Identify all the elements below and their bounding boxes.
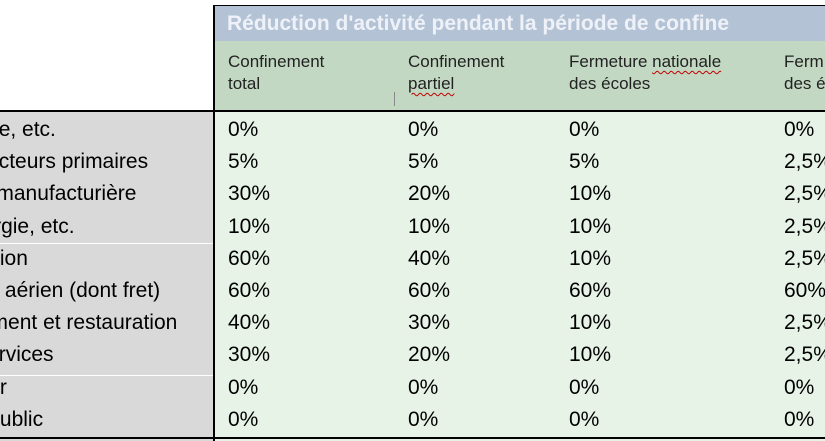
table-cell: 0% xyxy=(228,407,259,431)
table-cell: 10% xyxy=(569,246,612,270)
row-label: Secteur public xyxy=(0,404,213,436)
table-cell: 40% xyxy=(228,311,271,335)
row-label-text: Hébergement et restauration xyxy=(0,311,178,335)
table-cell: 5% xyxy=(569,150,600,174)
table-cell: 0% xyxy=(408,118,439,141)
row-label: Construction xyxy=(0,243,213,275)
table-cell: 2,5% xyxy=(784,182,825,206)
table-cell: 10% xyxy=(408,214,451,238)
table-cell: 2,5% xyxy=(784,311,825,335)
column-header-partial: Confinement partiel xyxy=(408,51,504,95)
table-cell: 0% xyxy=(569,375,600,399)
table-cell: 0% xyxy=(569,118,600,141)
table-cell: 2,5% xyxy=(784,343,825,367)
text-cursor xyxy=(394,92,395,106)
row-label-text: Industrie manufacturière xyxy=(0,182,137,206)
table-cell: 40% xyxy=(408,246,451,270)
row-label: Autres secteurs primaires xyxy=(0,146,213,178)
table-cell: 60% xyxy=(408,279,451,302)
table-cell: 0% xyxy=(784,407,815,431)
column-header-line1: Confinement xyxy=(228,52,325,71)
table-cell: 30% xyxy=(408,311,451,335)
row-label-column xyxy=(0,110,213,441)
table-cell: 10% xyxy=(569,214,612,238)
row-label-text: Eau, énergie, etc. xyxy=(0,214,75,238)
column-header-partial-cut: Ferm des é xyxy=(784,51,825,95)
table-cell: 30% xyxy=(228,182,271,206)
table-cell: 2,5% xyxy=(784,246,825,270)
table-cell: 10% xyxy=(569,182,612,206)
table-cell: 2,5% xyxy=(784,214,825,238)
row-group-separator xyxy=(0,375,213,376)
column-header-line2: total xyxy=(228,74,261,93)
column-header-line2: des é xyxy=(784,74,825,93)
row-label-text: Autres services xyxy=(0,343,54,367)
row-label: Industrie manufacturière xyxy=(0,178,213,210)
row-label-text: Secteur public xyxy=(0,407,44,431)
row-label-text: Immobilier xyxy=(0,375,7,399)
header-border xyxy=(0,110,825,112)
table-body xyxy=(215,111,825,441)
bottom-border xyxy=(0,437,825,439)
row-label-text: Construction xyxy=(0,246,28,270)
top-border xyxy=(213,5,825,6)
table-cell: 30% xyxy=(228,343,271,367)
column-header-line1-text: Fermeture nationale xyxy=(569,52,722,71)
row-label-text: Agriculture, etc. xyxy=(0,118,56,141)
table-cell: 0% xyxy=(784,375,815,399)
table-cell: 5% xyxy=(408,150,439,174)
table-cell: 20% xyxy=(408,343,451,367)
table-cell: 60% xyxy=(228,246,271,270)
column-divider xyxy=(213,5,215,441)
table-cell: 0% xyxy=(228,118,259,141)
table-cell: 0% xyxy=(408,375,439,399)
column-header-line1: Fermeture nationale xyxy=(569,51,721,73)
table-title: Réduction d'activité pendant la période … xyxy=(215,6,825,41)
table-cell: 20% xyxy=(408,182,451,206)
column-header-row xyxy=(215,41,825,110)
table-cell: 2,5% xyxy=(784,150,825,174)
table-cell: 10% xyxy=(569,311,612,335)
column-header-line1: Ferm xyxy=(784,52,824,71)
column-header-schools: Fermeture nationale des écoles xyxy=(569,51,721,95)
table-cell: 0% xyxy=(784,118,815,141)
row-label: Transport aérien (dont fret) xyxy=(0,275,213,307)
table-cell: 5% xyxy=(228,150,259,174)
row-label: Hébergement et restauration xyxy=(0,307,213,339)
column-header-line2: partiel xyxy=(408,74,455,93)
row-group-separator xyxy=(0,243,213,244)
table-cell: 60% xyxy=(784,279,825,302)
spellcheck-word: nationale xyxy=(652,52,722,71)
row-label: Agriculture, etc. xyxy=(0,114,213,146)
table-cell: 0% xyxy=(408,407,439,431)
table-cell: 10% xyxy=(228,214,271,238)
table-cell: 10% xyxy=(569,343,612,367)
row-label: Autres services xyxy=(0,339,213,371)
column-header-line1: Confinement xyxy=(408,52,505,71)
row-label: Eau, énergie, etc. xyxy=(0,211,213,243)
column-header-total: Confinement total xyxy=(228,51,324,95)
row-label: Immobilier xyxy=(0,372,213,404)
table-cell: 60% xyxy=(569,279,612,302)
table-cell: 0% xyxy=(228,375,259,399)
row-label-text: Autres secteurs primaires xyxy=(0,150,149,174)
table-cell: 0% xyxy=(569,407,600,431)
table-cell: 60% xyxy=(228,279,271,302)
column-header-line2: des écoles xyxy=(569,74,651,93)
row-label-text: Transport aérien (dont fret) xyxy=(0,279,161,302)
